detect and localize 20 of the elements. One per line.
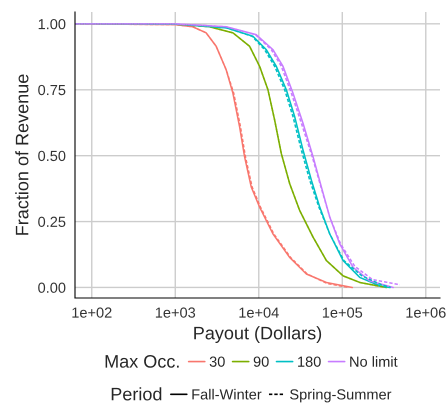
legend-label: 30 — [210, 356, 225, 367]
legend-label: 180 — [298, 356, 321, 367]
text: Spring-Summer — [290, 388, 392, 402]
y-tick-label: 0.50 — [38, 150, 66, 162]
text: Fall-Winter — [192, 388, 262, 400]
text: Max Occ. — [106, 354, 179, 368]
x-tick-label: 1e+03 — [156, 307, 196, 318]
legend-label: No limit — [350, 356, 398, 367]
x-tick-label: 1e+02 — [72, 307, 112, 318]
x-tick-label: 1e+05 — [322, 307, 362, 318]
x-axis-title: Payout (Dollars) — [194, 326, 322, 344]
y-tick-label: 1.00 — [38, 18, 66, 30]
y-axis-title: Fraction of Revenue — [15, 74, 28, 235]
text: Period — [112, 387, 162, 400]
legend-label: 90 — [254, 356, 269, 367]
y-tick-label: 0.00 — [38, 282, 66, 293]
y-tick-label: 0.75 — [38, 84, 66, 96]
y-tick-label: 0.25 — [38, 216, 66, 227]
x-tick-label: 1e+04 — [239, 307, 279, 318]
x-tick-label: 1e+06 — [406, 307, 446, 318]
